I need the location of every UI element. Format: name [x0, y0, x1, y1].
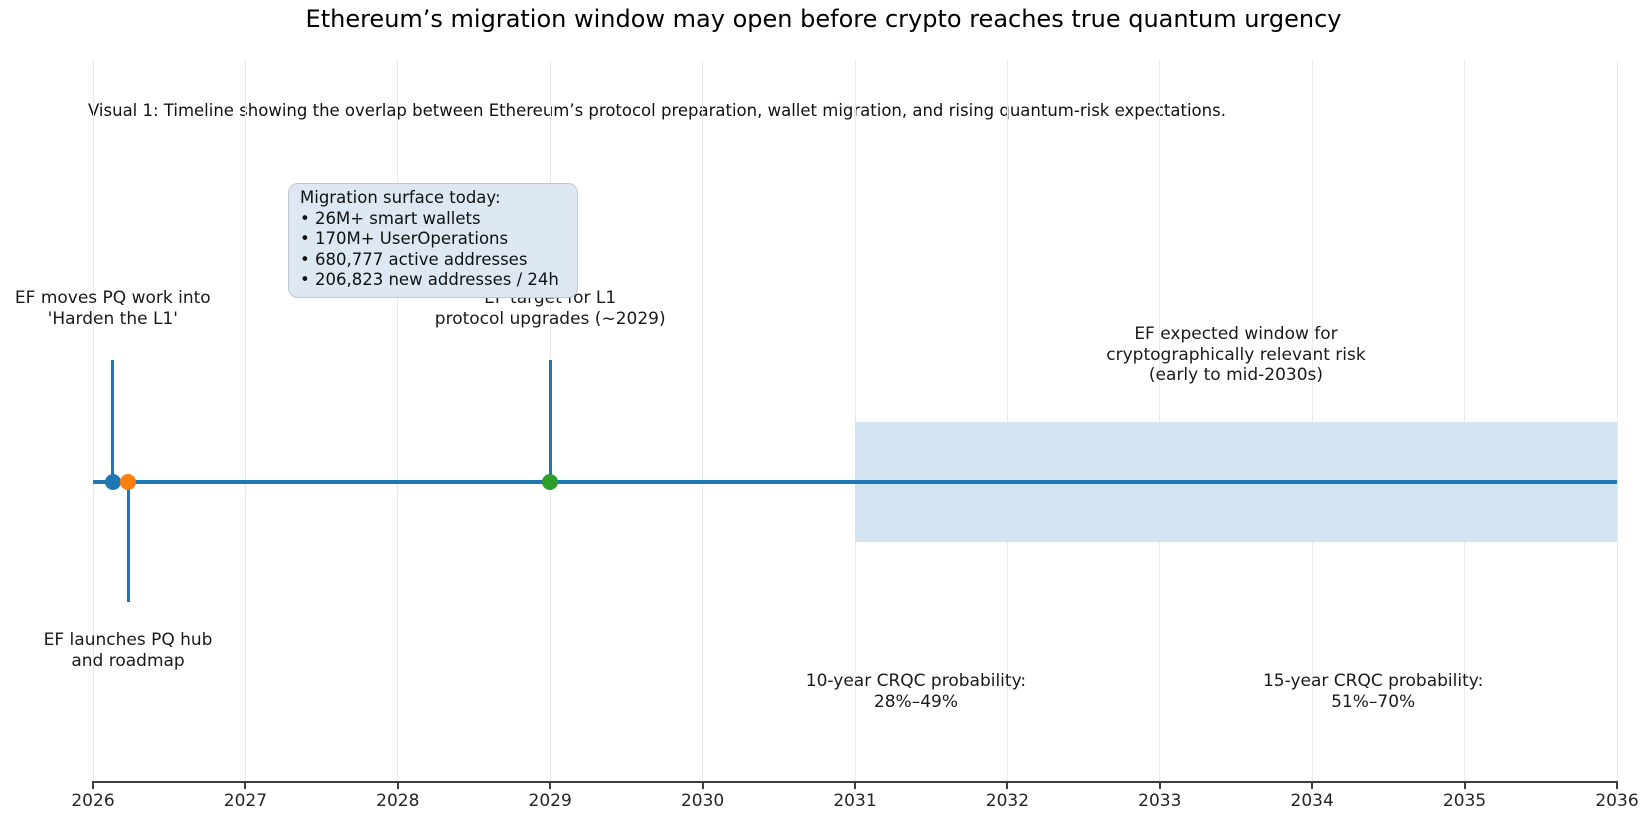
- axis-tick-label-2036: 2036: [1595, 791, 1639, 811]
- axis-tick-label-2026: 2026: [71, 791, 115, 811]
- event-label-line: and roadmap: [71, 650, 185, 671]
- axis-tick-label-2034: 2034: [1290, 791, 1334, 811]
- event-stem: [111, 360, 115, 482]
- crqc-annotation-line: 28%–49%: [873, 691, 958, 712]
- event-label: EF launches PQ hub and roadmap: [44, 630, 213, 671]
- crqc-annotation: 15-year CRQC probability: 51%–70%: [1263, 671, 1483, 712]
- event-stem: [548, 360, 552, 482]
- gridline-2034: [1311, 60, 1313, 781]
- risk-band-label-line: cryptographically relevant risk: [1106, 344, 1366, 365]
- crqc-annotation: 10-year CRQC probability: 28%–49%: [806, 671, 1026, 712]
- axis-tick: [396, 783, 399, 789]
- infobox-item: • 206,823 new addresses / 24h: [300, 270, 559, 289]
- event-stem: [126, 482, 130, 602]
- event-marker: [542, 474, 559, 490]
- axis-tick: [1158, 783, 1161, 789]
- infobox-heading: Migration surface today:: [300, 188, 501, 207]
- event-label-line: 'Harden the L1': [47, 308, 178, 329]
- infobox-item: • 680,777 active addresses: [300, 249, 528, 269]
- axis-tick: [549, 783, 552, 789]
- axis-tick-label-2035: 2035: [1442, 791, 1487, 811]
- gridline-2026: [92, 60, 94, 781]
- crqc-annotation-line: 15-year CRQC probability:: [1262, 671, 1484, 691]
- gridline-2033: [1159, 60, 1161, 781]
- event-label: EF moves PQ work into 'Harden the L1': [15, 288, 211, 329]
- infobox-item: • 170M+ UserOperations: [300, 229, 509, 248]
- gridline-2027: [244, 60, 246, 781]
- axis-tick: [701, 783, 704, 789]
- axis-tick: [244, 783, 247, 789]
- risk-band-label-line: (early to mid-2030s): [1148, 365, 1324, 385]
- event-label-line: EF launches PQ hub: [43, 630, 213, 650]
- x-axis-line: [92, 781, 1618, 783]
- axis-tick-label-2030: 2030: [680, 791, 725, 811]
- axis-tick-label-2032: 2032: [985, 791, 1030, 811]
- event-label-line: EF moves PQ work into: [14, 288, 211, 308]
- gridline-2035: [1464, 60, 1466, 781]
- axis-tick: [854, 783, 856, 789]
- crqc-annotation-line: 51%–70%: [1331, 691, 1416, 712]
- axis-tick-label-2027: 2027: [223, 791, 268, 811]
- gridline-2030: [702, 60, 704, 781]
- gridline-2031: [854, 60, 856, 781]
- axis-tick: [1311, 783, 1314, 789]
- event-marker: [104, 474, 121, 490]
- axis-tick: [92, 783, 94, 789]
- axis-tick: [1006, 783, 1009, 789]
- timeline-line: [93, 480, 1617, 484]
- gridline-2036: [1616, 60, 1618, 781]
- risk-band-label: EF expected window for cryptographically …: [1106, 324, 1365, 386]
- axis-tick-label-2033: 2033: [1138, 791, 1182, 811]
- infobox-item: • 26M+ smart wallets: [300, 208, 481, 228]
- axis-tick-label-2029: 2029: [528, 791, 572, 811]
- event-label-line: protocol upgrades (~2029): [434, 308, 666, 329]
- axis-tick-label-2028: 2028: [376, 791, 420, 811]
- crqc-annotation-line: 10-year CRQC probability:: [805, 671, 1027, 691]
- event-marker: [120, 474, 137, 490]
- axis-tick: [1616, 783, 1618, 789]
- risk-band-label-line: EF expected window for: [1134, 324, 1338, 344]
- chart-title: Ethereum’s migration window may open bef…: [305, 5, 1342, 33]
- infobox-item-list: • 26M+ smart wallets • 170M+ UserOperatio…: [300, 209, 566, 291]
- axis-tick-label-2031: 2031: [833, 791, 877, 811]
- gridline-2032: [1006, 60, 1008, 781]
- axis-tick: [1463, 783, 1466, 789]
- chart-subtitle: Visual 1: Timeline showing the overlap b…: [88, 101, 1226, 120]
- gridline-2028: [397, 60, 399, 781]
- migration-surface-infobox: Migration surface today: • 26M+ smart wa…: [288, 183, 578, 298]
